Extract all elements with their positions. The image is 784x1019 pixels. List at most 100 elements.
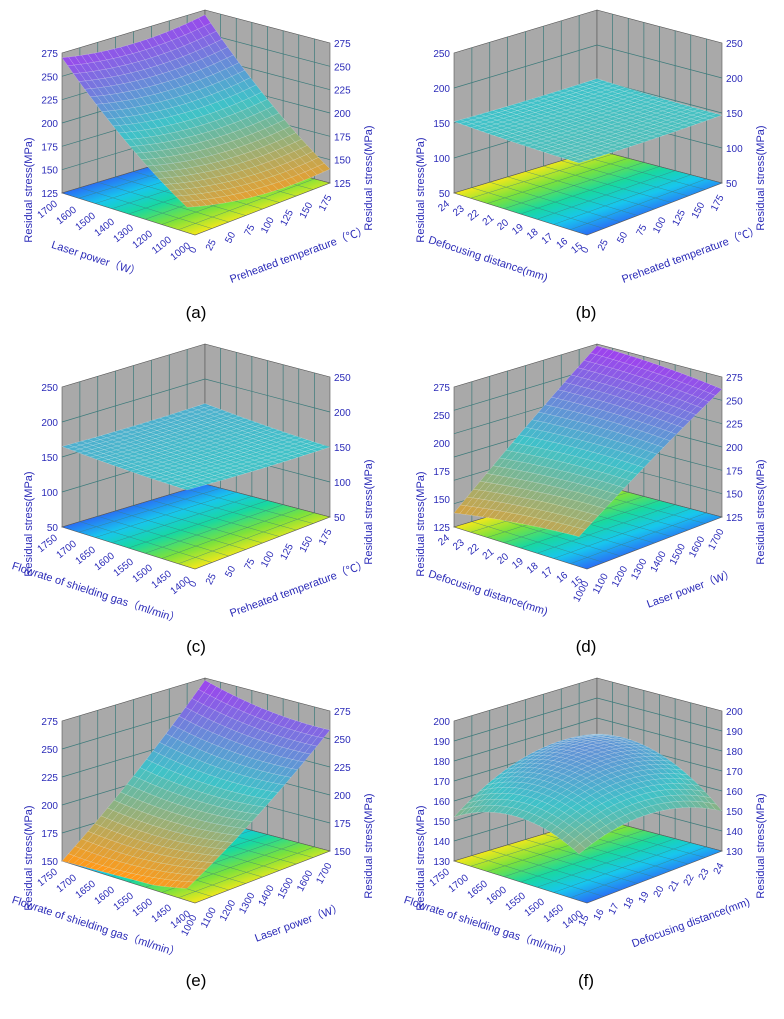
y-tick-label: 100 (651, 215, 669, 235)
y-tick-label: 1100 (199, 905, 219, 930)
y-tick-label: 100 (259, 549, 277, 569)
z-axis-title-right: Residual stress(MPa) (755, 459, 767, 564)
response-surface (453, 78, 723, 164)
z-tick-label-right: 225 (334, 86, 351, 97)
y-tick-label: 125 (279, 208, 297, 228)
z-tick-label-right: 150 (726, 807, 743, 818)
chart-panel-a: 2752502252001751501252752502252001751501… (23, 9, 375, 286)
z-axis-title-right: Residual stress(MPa) (363, 459, 375, 564)
z-tick-label-right: 130 (726, 847, 743, 858)
z-tick-label-left: 100 (41, 488, 58, 499)
chart-panel-f: 200 190 180 170 160 150 140 130 200 190 180 170 160 1… (402, 677, 767, 960)
panel-letter: (c) (186, 637, 206, 656)
y-tick-label: 25 (204, 571, 219, 586)
z-tick-label-left: 250 (41, 72, 58, 83)
z-tick-label-left: 150 (433, 495, 450, 506)
z-tick-label-right: 170 (726, 767, 743, 778)
z-tick-label-right: 100 (726, 144, 743, 155)
x-axis-title: Laser power（W） (50, 238, 142, 279)
z-axis-title-right: Residual stress(MPa) (363, 125, 375, 230)
z-tick-label-right: 250 (334, 373, 351, 384)
y-tick-label: 21 (667, 878, 682, 893)
z-axis-title-right: Residual stress(MPa) (755, 793, 767, 898)
z-tick-label-left: 275 (41, 717, 58, 728)
z-tick-label-right: 100 (334, 478, 351, 489)
z-tick-label-right: 275 (334, 39, 351, 50)
z-tick-label-left: 225 (41, 773, 58, 784)
z-tick-label-right: 125 (334, 179, 351, 190)
x-tick-label: 16 (555, 236, 571, 252)
y-tick-label: 1600 (295, 868, 315, 893)
x-tick-label: 23 (451, 537, 467, 553)
y-tick-label: 125 (279, 542, 297, 562)
chart-panel-d: 2752502001751501252752502252001751501252… (415, 343, 767, 618)
y-tick-label: 16 (592, 907, 607, 922)
y-tick-label: 25 (204, 237, 219, 252)
response-surface (453, 345, 723, 537)
x-tick-label: 17 (540, 231, 556, 247)
y-tick-label: 75 (243, 557, 258, 572)
z-tick-label-left: 130 (433, 857, 450, 868)
y-tick-label: 1400 (257, 883, 277, 908)
y-tick-label: 15 (577, 913, 592, 928)
y-tick-label: 150 (298, 534, 316, 554)
z-tick-label-right: 250 (726, 396, 743, 407)
z-tick-label-left: 180 (433, 757, 450, 768)
y-tick-label: 17 (607, 901, 622, 916)
z-tick-label-left: 140 (433, 837, 450, 848)
z-tick-label-left: 175 (41, 142, 58, 153)
y-tick-label: 20 (652, 884, 667, 899)
z-tick-label-left: 275 (433, 383, 450, 394)
z-tick-label-left: 200 (41, 801, 58, 812)
z-tick-label-right: 150 (334, 156, 351, 167)
y-tick-label: 1200 (610, 564, 630, 589)
y-tick-label: 1100 (591, 571, 611, 596)
z-tick-label-right: 200 (334, 408, 351, 419)
z-tick-label-left: 200 (41, 418, 58, 429)
y-tick-label: 150 (298, 200, 316, 220)
x-tick-label: 20 (495, 551, 511, 567)
y-tick-label: 150 (690, 200, 708, 220)
z-tick-label-right: 200 (334, 109, 351, 120)
z-tick-label-left: 150 (433, 119, 450, 130)
x-tick-label: 18 (525, 560, 541, 576)
z-tick-label-right: 225 (334, 763, 351, 774)
z-tick-label-left: 50 (47, 523, 59, 534)
x-tick-label: 21 (481, 212, 497, 228)
y-tick-label: 18 (622, 896, 637, 911)
z-tick-label-left: 200 (433, 717, 450, 728)
y-tick-label: 1400 (649, 549, 669, 574)
z-tick-label-right: 200 (726, 443, 743, 454)
x-tick-label: 18 (525, 226, 541, 242)
chart-panel-e: 2752502252001751502752502252001751501750… (10, 677, 375, 960)
z-tick-label-left: 200 (433, 84, 450, 95)
y-tick-label: 1600 (687, 534, 707, 559)
z-tick-label-left: 150 (433, 817, 450, 828)
z-tick-label-right: 225 (726, 420, 743, 431)
z-tick-label-right: 150 (334, 847, 351, 858)
x-tick-label: 21 (481, 546, 497, 562)
z-tick-label-left: 175 (433, 467, 450, 478)
x-tick-label: 23 (451, 203, 467, 219)
z-tick-label-right: 275 (334, 707, 351, 718)
y-tick-label: 1700 (314, 861, 334, 886)
response-surface (61, 403, 331, 491)
z-axis-title-left: Residual stress(MPa) (23, 471, 35, 576)
z-tick-label-right: 150 (726, 490, 743, 501)
z-tick-label-right: 175 (334, 819, 351, 830)
y-tick-label: 50 (615, 230, 630, 245)
y-tick-label: 1200 (218, 898, 238, 923)
z-tick-label-left: 250 (433, 411, 450, 422)
z-tick-label-right: 250 (726, 39, 743, 50)
response-surface (61, 14, 331, 208)
z-tick-label-right: 160 (726, 787, 743, 798)
panel-letter: (d) (576, 637, 597, 656)
floor-grid (470, 153, 707, 230)
z-tick-label-left: 190 (433, 737, 450, 748)
y-axis-title: Defocusing distance(mm) (630, 896, 751, 950)
z-tick-label-right: 125 (726, 513, 743, 524)
z-axis-title-left: Residual stress(MPa) (23, 137, 35, 242)
y-tick-label: 22 (682, 872, 697, 887)
